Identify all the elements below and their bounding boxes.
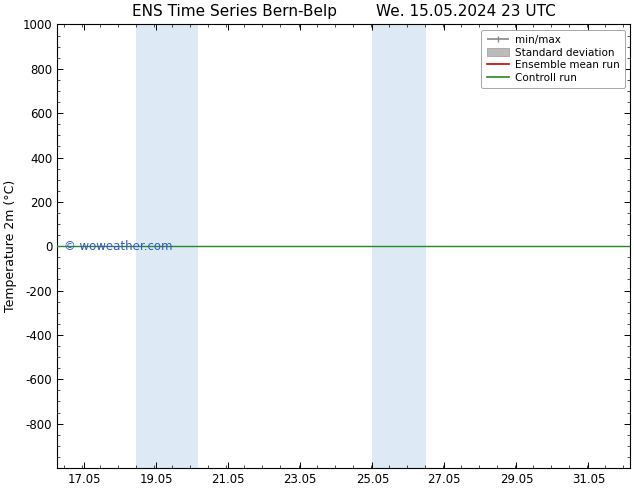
Bar	[372, 24, 426, 468]
Bar	[136, 24, 198, 468]
Title: ENS Time Series Bern-Belp        We. 15.05.2024 23 UTC: ENS Time Series Bern-Belp We. 15.05.2024…	[132, 4, 555, 19]
Legend: min/max, Standard deviation, Ensemble mean run, Controll run: min/max, Standard deviation, Ensemble me…	[481, 30, 624, 88]
Text: © woweather.com: © woweather.com	[65, 240, 173, 252]
Y-axis label: Temperature 2m (°C): Temperature 2m (°C)	[4, 180, 17, 312]
